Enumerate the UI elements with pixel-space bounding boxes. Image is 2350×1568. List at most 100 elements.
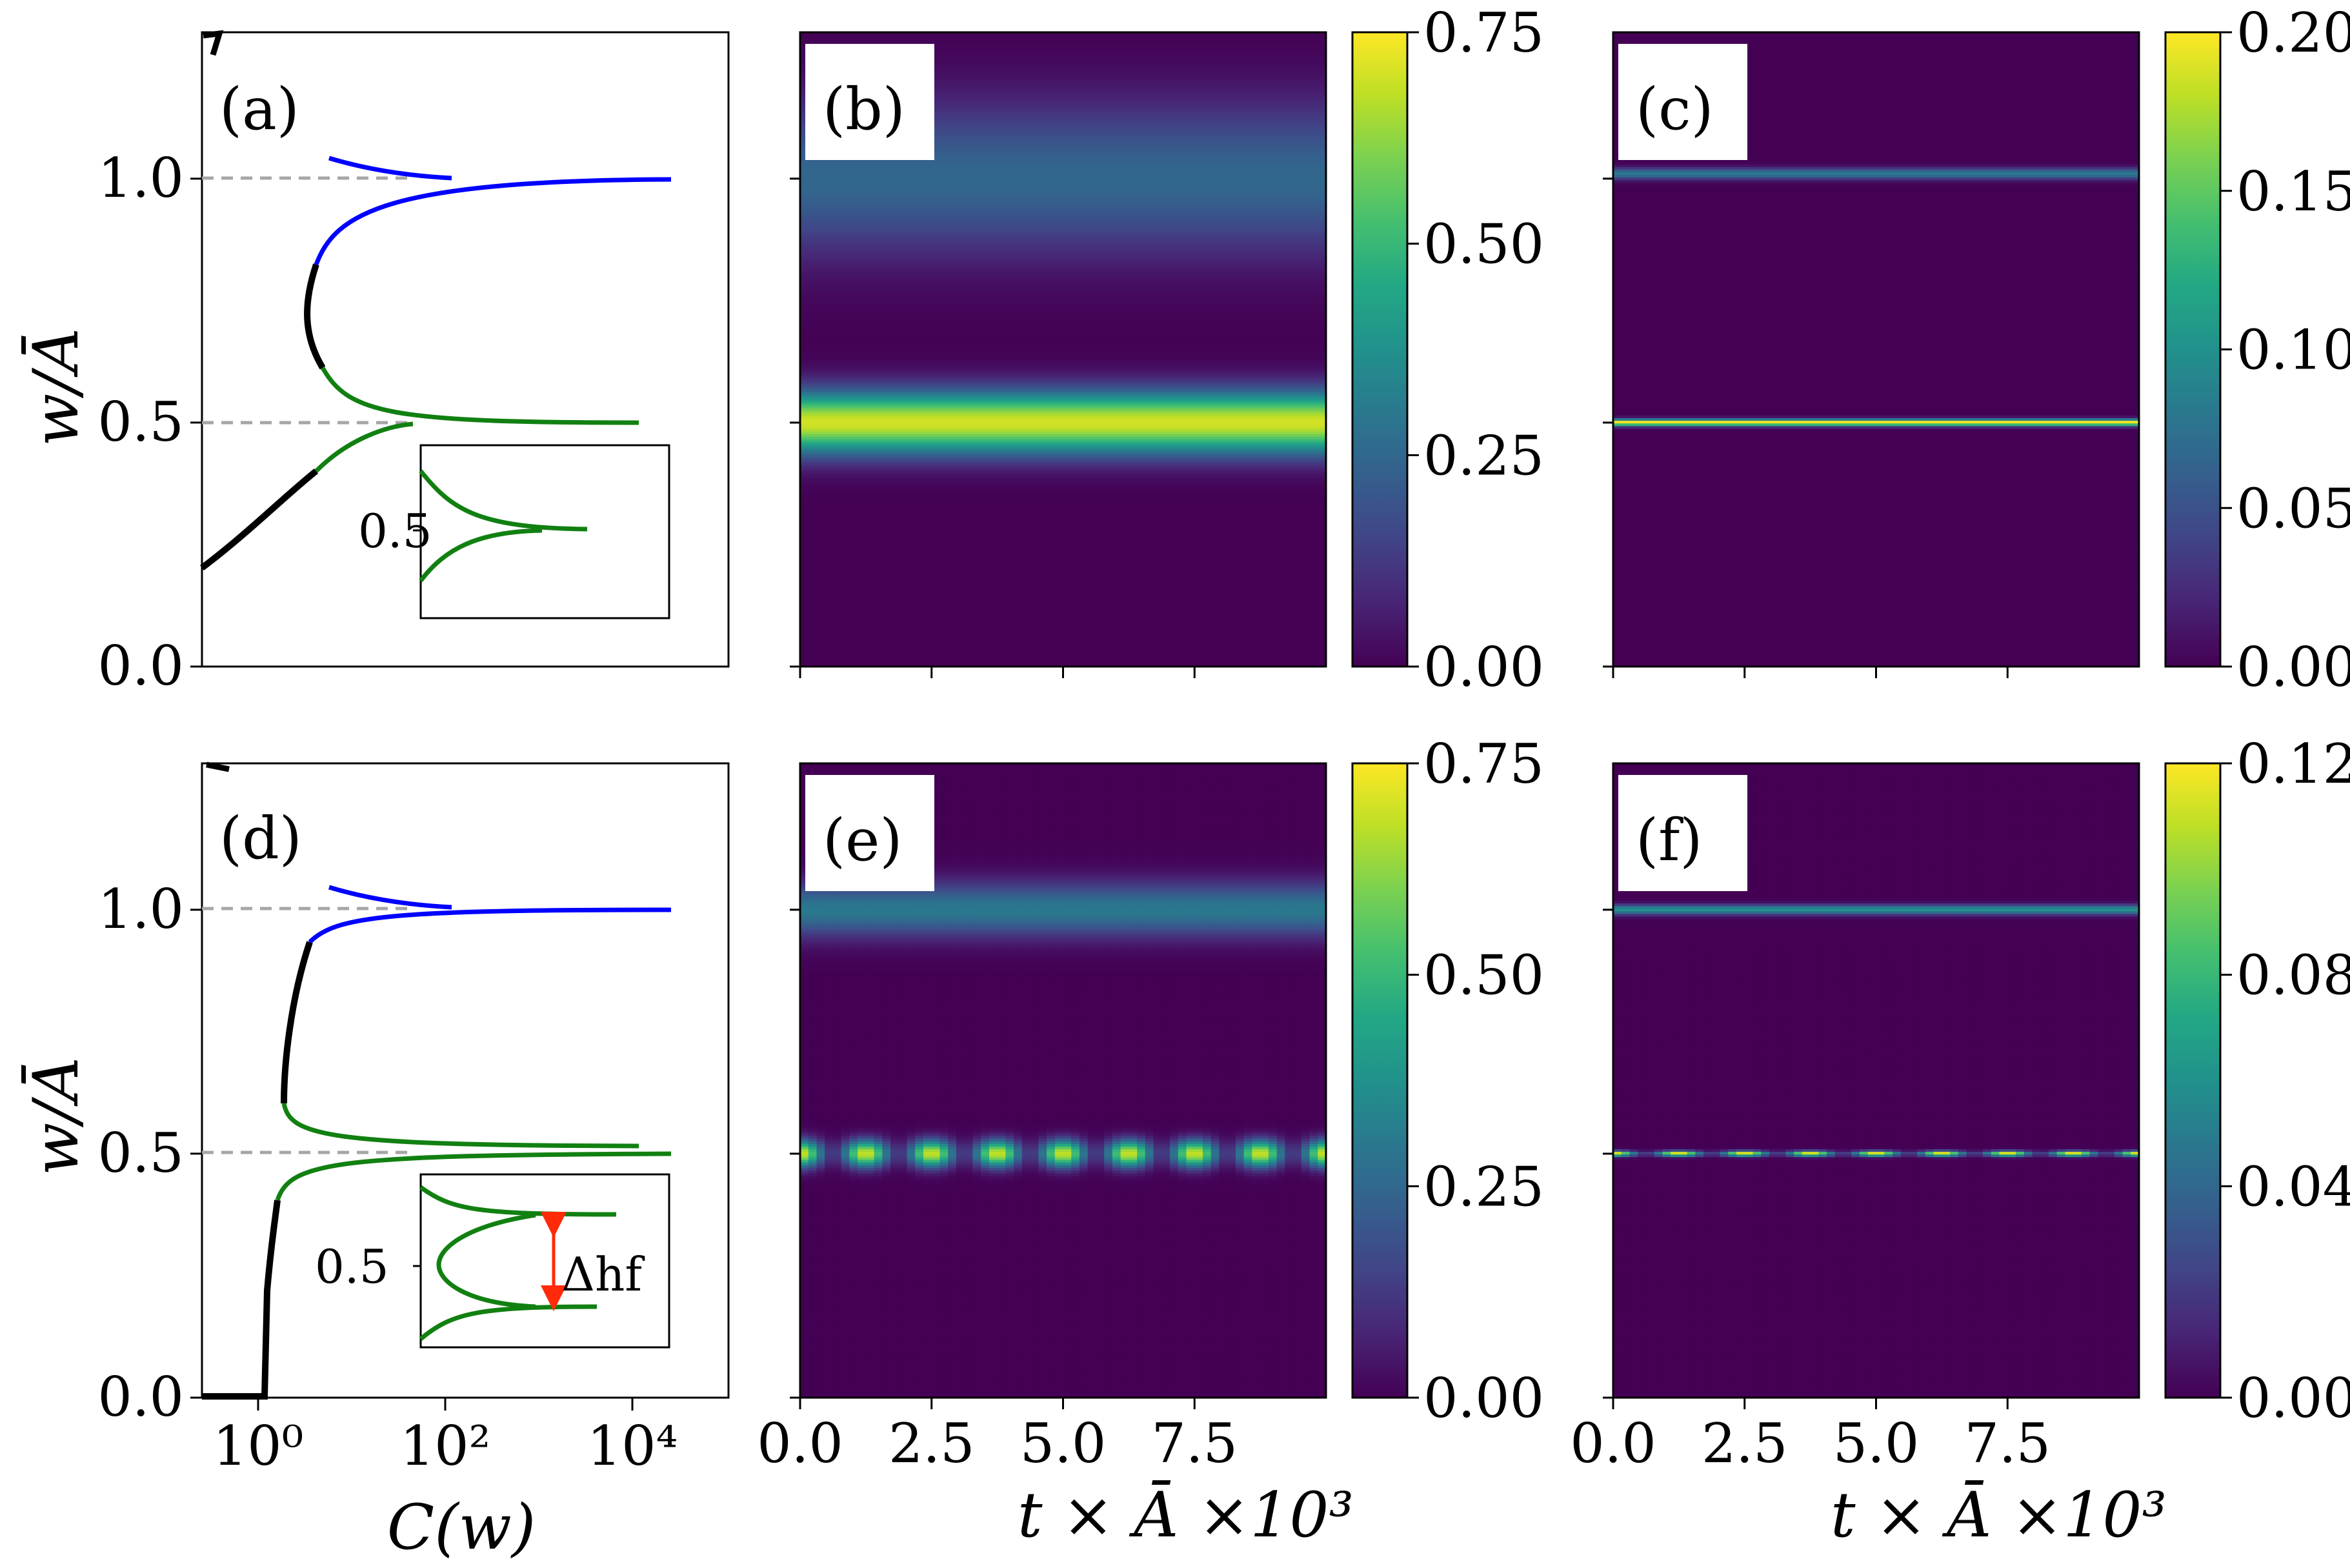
heatmap-cell bbox=[1071, 898, 1080, 901]
heatmap-cell bbox=[1268, 792, 1278, 796]
heatmap-cell bbox=[1071, 771, 1080, 774]
heatmap-row bbox=[1613, 43, 2139, 46]
heatmap-cell bbox=[1030, 921, 1039, 925]
heatmap-cell bbox=[956, 808, 965, 812]
heatmap-row bbox=[1613, 508, 2139, 511]
heatmap-cell bbox=[1301, 916, 1311, 920]
heatmap-cell bbox=[1210, 935, 1220, 938]
heatmap-cell bbox=[1071, 874, 1080, 878]
heatmap-row bbox=[1613, 347, 2139, 350]
heatmap-cell bbox=[997, 861, 1006, 865]
heatmap-cell bbox=[1268, 898, 1278, 901]
heatmap-cell bbox=[1014, 874, 1023, 878]
heatmap-cell bbox=[1309, 914, 1318, 918]
heatmap-cell bbox=[964, 813, 974, 817]
heatmap-row bbox=[800, 288, 1326, 292]
heatmap-cell bbox=[956, 805, 965, 809]
heatmap-cell bbox=[1120, 916, 1129, 920]
heatmap-cell bbox=[1235, 900, 1245, 904]
heatmap-cell bbox=[1079, 911, 1089, 915]
heatmap-cell bbox=[1252, 943, 1261, 947]
heatmap-cell bbox=[1137, 839, 1146, 843]
heatmap-cell bbox=[1268, 832, 1278, 836]
heatmap-cell bbox=[972, 871, 981, 875]
heatmap-cell bbox=[1170, 803, 1179, 807]
heatmap-cell bbox=[989, 869, 998, 872]
heatmap-row bbox=[800, 349, 1326, 353]
heatmap-cell bbox=[972, 787, 981, 790]
heatmap-cell bbox=[1318, 808, 1327, 812]
heatmap-cell bbox=[1235, 869, 1245, 872]
heatmap-cell bbox=[1047, 858, 1056, 862]
heatmap-cell bbox=[997, 837, 1006, 841]
heatmap-cell bbox=[1047, 850, 1056, 854]
heatmap-cell bbox=[1227, 938, 1236, 941]
heatmap-cell bbox=[972, 882, 981, 886]
heatmap-cell bbox=[1112, 921, 1121, 925]
heatmap-cell bbox=[923, 763, 932, 767]
heatmap-cell bbox=[1112, 839, 1121, 843]
heatmap-cell bbox=[956, 887, 965, 891]
heatmap-cell bbox=[1186, 885, 1195, 889]
heatmap-cell bbox=[956, 877, 965, 880]
heatmap-cell bbox=[1293, 819, 1302, 822]
heatmap-cell bbox=[1063, 816, 1072, 819]
heatmap-cell bbox=[1186, 805, 1195, 809]
heatmap-cell bbox=[1235, 903, 1245, 907]
heatmap-cell bbox=[956, 763, 965, 767]
heatmap-row bbox=[1613, 119, 2139, 123]
heatmap-cell bbox=[989, 763, 998, 767]
heatmap-cell bbox=[1309, 853, 1318, 856]
heatmap-cell bbox=[1243, 784, 1252, 788]
heatmap-cell bbox=[1252, 829, 1261, 833]
heatmap-cell bbox=[1129, 935, 1138, 938]
heatmap-cell bbox=[1145, 911, 1154, 915]
heatmap-cell bbox=[882, 892, 891, 896]
heatmap-cell bbox=[1235, 848, 1245, 851]
heatmap-cell bbox=[1153, 842, 1162, 846]
heatmap-cell bbox=[1129, 940, 1138, 944]
heatmap-cell bbox=[1038, 866, 1047, 870]
heatmap-cell bbox=[1219, 813, 1228, 817]
heatmap-cell bbox=[956, 781, 965, 785]
heatmap-cell bbox=[1030, 898, 1039, 901]
heatmap-cell bbox=[1153, 903, 1162, 907]
heatmap-cell bbox=[800, 900, 809, 904]
heatmap-cell bbox=[1318, 798, 1327, 801]
heatmap-cell bbox=[1318, 848, 1327, 851]
heatmap-cell bbox=[1079, 874, 1089, 878]
heatmap-cell bbox=[1153, 869, 1162, 872]
heatmap-cell bbox=[972, 837, 981, 841]
heatmap-cell bbox=[1285, 858, 1294, 862]
heatmap-cell bbox=[989, 924, 998, 928]
heatmap-cell bbox=[1079, 763, 1089, 767]
heatmap-cell bbox=[1071, 938, 1080, 941]
heatmap-cell bbox=[972, 821, 981, 825]
heatmap-cell bbox=[1170, 805, 1179, 809]
heatmap-row bbox=[1613, 627, 2139, 630]
heatmap-cell bbox=[1112, 874, 1121, 878]
heatmap-cell bbox=[1047, 774, 1056, 778]
heatmap-cell bbox=[1210, 813, 1220, 817]
heatmap-cell bbox=[1202, 935, 1212, 938]
heatmap-cell bbox=[1054, 787, 1064, 790]
heatmap-cell bbox=[1145, 858, 1154, 862]
heatmap-cell bbox=[964, 935, 974, 938]
heatmap-cell bbox=[1021, 771, 1031, 774]
heatmap-row bbox=[800, 111, 1326, 115]
heatmap-cell bbox=[1243, 924, 1252, 928]
heatmap-cell bbox=[1186, 856, 1195, 859]
heatmap-row bbox=[1613, 201, 2139, 205]
heatmap-row bbox=[800, 643, 1326, 646]
heatmap-cell bbox=[1202, 816, 1212, 819]
heatmap-cell bbox=[1054, 906, 1064, 909]
heatmap-cell bbox=[1260, 839, 1269, 843]
heatmap-cell bbox=[1096, 874, 1105, 878]
heatmap-cell bbox=[841, 769, 850, 772]
heatmap-cell bbox=[1161, 935, 1170, 938]
heatmap-cell bbox=[1318, 789, 1327, 793]
heatmap-cell bbox=[1235, 892, 1245, 896]
heatmap-cell bbox=[948, 787, 957, 790]
heatmap-cell bbox=[1021, 824, 1031, 827]
heatmap-cell bbox=[1170, 882, 1179, 886]
